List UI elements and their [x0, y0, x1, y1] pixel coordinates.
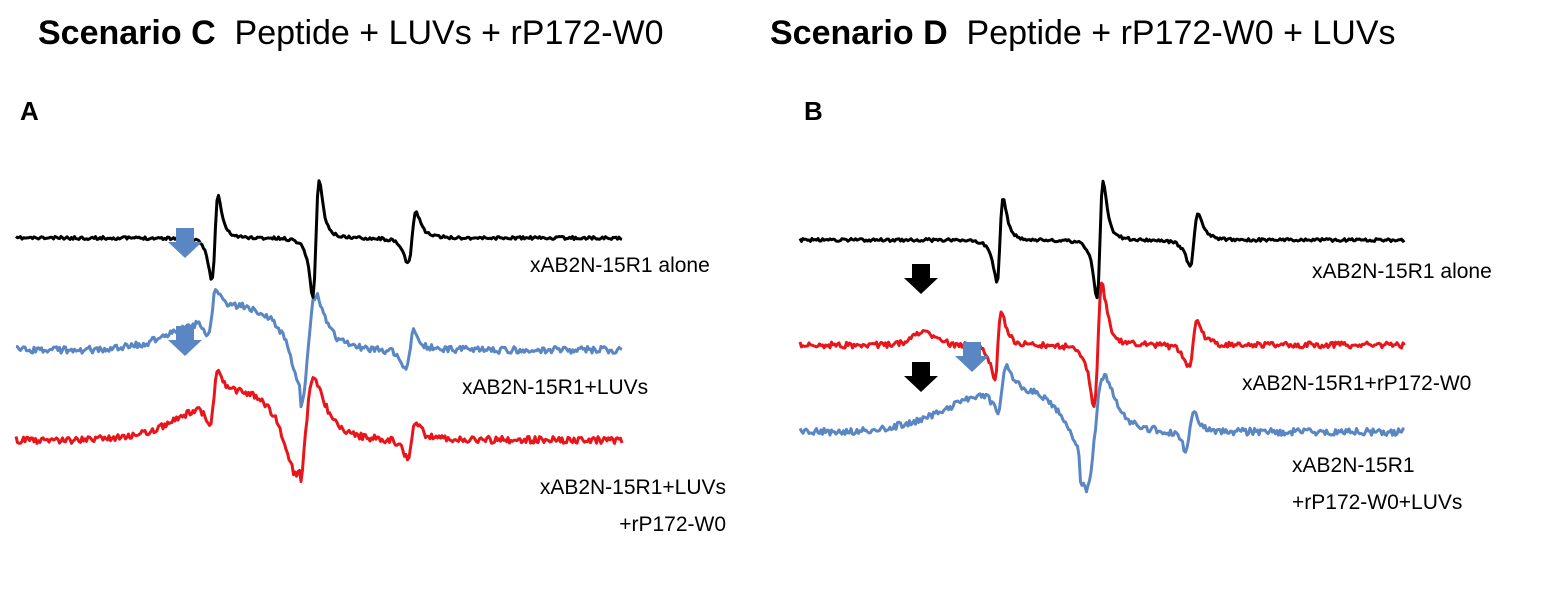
trace-label-line: xAB2N-15R1 — [1292, 454, 1415, 477]
spectrum-trace-a-black — [15, 179, 623, 299]
scenario-d-name: Scenario D — [770, 14, 948, 52]
trace-label-line: xAB2N-15R1+LUVs — [540, 476, 726, 499]
spectrum-trace-b-black — [798, 179, 1406, 300]
panel-a-letter: A — [20, 96, 39, 126]
scenario-c-title: Scenario C Peptide + LUVs + rP172-W0 — [38, 14, 664, 53]
scenario-c-description: Peptide + LUVs + rP172-W0 — [234, 14, 664, 52]
spectrum-trace-b-red — [798, 281, 1406, 408]
scenario-c-name: Scenario C — [38, 14, 216, 52]
scenario-d-title: Scenario D Peptide + rP172-W0 + LUVs — [770, 14, 1396, 53]
spectrum-trace-a-red — [14, 368, 624, 484]
trace-label-a-blue: xAB2N-15R1+LUVs — [462, 376, 648, 399]
trace-label-line: +rP172-W0+LUVs — [1292, 491, 1462, 514]
trace-label-a-black: xAB2N-15R1 alone — [530, 254, 710, 277]
trace-label-b-red: xAB2N-15R1+rP172-W0 — [1242, 372, 1471, 395]
scenario-d-description: Peptide + rP172-W0 + LUVs — [966, 14, 1396, 52]
trace-label-b-blue: xAB2N-15R1 +rP172-W0+LUVs — [1292, 454, 1462, 514]
trace-label-line: xAB2N-15R1+rP172-W0 — [1242, 372, 1471, 395]
trace-label-line: xAB2N-15R1 alone — [1312, 260, 1492, 283]
down-arrow-icon — [904, 264, 938, 294]
trace-label-line: xAB2N-15R1+LUVs — [462, 376, 648, 399]
panel-b-letter: B — [804, 96, 823, 126]
down-arrow-icon — [168, 326, 202, 356]
panel-b-spectra: xAB2N-15R1 alone xAB2N-15R1+rP172-W0 xAB2N… — [798, 179, 1492, 514]
spectrum-trace-a-blue — [15, 288, 623, 409]
panel-a-spectra: xAB2N-15R1 alonexAB2N-15R1+LUVsxAB2N-15R… — [14, 179, 726, 536]
down-arrow-icon — [955, 342, 989, 372]
spectrum-trace-b-blue — [798, 363, 1405, 494]
trace-label-a-red: xAB2N-15R1+LUVs +rP172-W0 — [540, 476, 726, 536]
down-arrow-icon — [168, 228, 202, 258]
trace-label-line: +rP172-W0 — [619, 513, 726, 536]
trace-label-b-black: xAB2N-15R1 alone — [1312, 260, 1492, 283]
trace-label-line: xAB2N-15R1 alone — [530, 254, 710, 277]
down-arrow-icon — [904, 362, 938, 392]
